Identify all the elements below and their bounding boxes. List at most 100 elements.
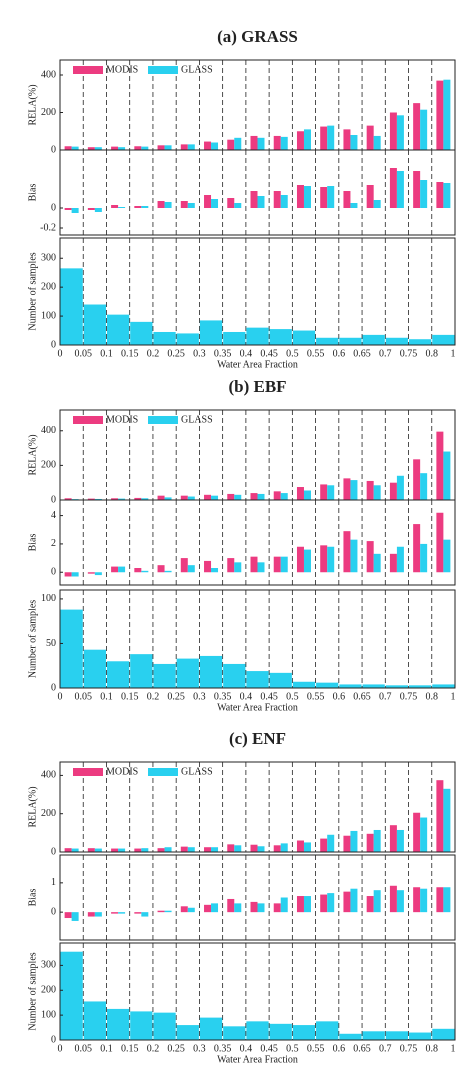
y-tick-label: 0 xyxy=(51,682,56,693)
x-tick-label: 0.35 xyxy=(214,348,232,359)
bar xyxy=(432,334,455,345)
bar xyxy=(373,135,381,150)
axes-frame xyxy=(59,942,456,1041)
bar xyxy=(396,546,404,573)
bar xyxy=(350,888,358,913)
y-tick-label: 300 xyxy=(41,253,56,264)
bar xyxy=(436,780,444,852)
bar xyxy=(389,112,397,150)
bar xyxy=(320,126,328,150)
y-tick-label: -0.2 xyxy=(40,222,56,233)
y-tick-label: 0 xyxy=(51,906,56,917)
bar xyxy=(420,109,428,150)
bar xyxy=(413,524,421,573)
bar xyxy=(211,495,219,500)
bar xyxy=(327,125,335,150)
panel-title: (c) ENF xyxy=(229,729,286,748)
bar xyxy=(130,654,153,688)
bar xyxy=(420,817,428,852)
x-tick-label: 0.3 xyxy=(193,348,206,359)
bar xyxy=(211,142,219,150)
bar xyxy=(227,558,235,573)
x-tick-label: 0.6 xyxy=(333,348,346,359)
bar xyxy=(273,845,281,852)
bar xyxy=(420,543,428,573)
bar xyxy=(71,146,79,150)
bar xyxy=(250,493,258,500)
bar xyxy=(296,896,304,913)
y-tick-label: 0 xyxy=(51,1034,56,1045)
legend-swatch xyxy=(73,768,103,776)
bar xyxy=(199,320,223,345)
bar xyxy=(180,201,188,208)
bar xyxy=(164,910,172,913)
bar xyxy=(432,1028,455,1040)
x-tick-label: 0.25 xyxy=(167,691,185,702)
bar xyxy=(339,684,362,688)
bar xyxy=(320,187,328,208)
bar xyxy=(60,268,83,345)
bar xyxy=(60,609,83,688)
bar xyxy=(234,203,242,208)
bar xyxy=(134,568,142,573)
bar xyxy=(71,912,79,921)
bar xyxy=(223,663,246,688)
bar xyxy=(94,498,102,500)
y-axis-label: Number of samples xyxy=(27,952,38,1030)
bar xyxy=(64,848,72,852)
axes-frame xyxy=(59,589,456,689)
x-tick-label: 0.75 xyxy=(400,348,418,359)
bar xyxy=(280,195,288,208)
bar xyxy=(176,658,199,688)
bar xyxy=(303,842,311,852)
legend-label: MODIS xyxy=(106,766,138,777)
bar xyxy=(303,186,311,208)
bar xyxy=(373,485,381,500)
bar xyxy=(409,339,432,345)
y-tick-label: 100 xyxy=(41,310,56,321)
bar xyxy=(118,498,126,500)
x-tick-label: 0.2 xyxy=(147,348,160,359)
bar xyxy=(396,475,404,500)
x-tick-label: 1 xyxy=(451,1043,456,1054)
x-tick-label: 0.4 xyxy=(240,348,253,359)
bar xyxy=(141,570,149,573)
y-tick-label: 4 xyxy=(51,510,56,521)
bar xyxy=(443,183,451,208)
bar xyxy=(234,903,242,913)
bar xyxy=(280,897,288,913)
x-tick-label: 0.5 xyxy=(286,691,299,702)
bar xyxy=(180,495,188,500)
bar xyxy=(343,478,351,500)
bar xyxy=(280,843,288,852)
legend-label: GLASS xyxy=(181,414,213,425)
bar xyxy=(362,684,385,688)
legend-swatch xyxy=(148,768,178,776)
x-tick-label: 0.7 xyxy=(379,691,392,702)
bar xyxy=(176,1025,199,1040)
bar xyxy=(273,135,281,150)
panel-title: (a) GRASS xyxy=(217,27,298,46)
axes-frame xyxy=(59,854,456,941)
bar xyxy=(339,1033,362,1040)
bar xyxy=(409,1032,432,1040)
bar xyxy=(204,141,212,150)
bar xyxy=(257,493,265,500)
bar xyxy=(234,494,242,500)
bar xyxy=(389,482,397,500)
bar xyxy=(280,556,288,573)
bar xyxy=(303,129,311,150)
panel-title: (b) EBF xyxy=(228,377,286,396)
bar xyxy=(250,901,258,913)
bar xyxy=(373,890,381,913)
bar xyxy=(141,848,149,852)
x-tick-label: 0.65 xyxy=(353,348,371,359)
bar xyxy=(280,136,288,150)
bar xyxy=(296,546,304,573)
bar xyxy=(211,903,219,913)
bar xyxy=(273,556,281,573)
y-axis-label: Bias xyxy=(27,534,38,552)
bar xyxy=(187,907,195,913)
bar xyxy=(118,207,126,208)
bar xyxy=(118,147,126,150)
